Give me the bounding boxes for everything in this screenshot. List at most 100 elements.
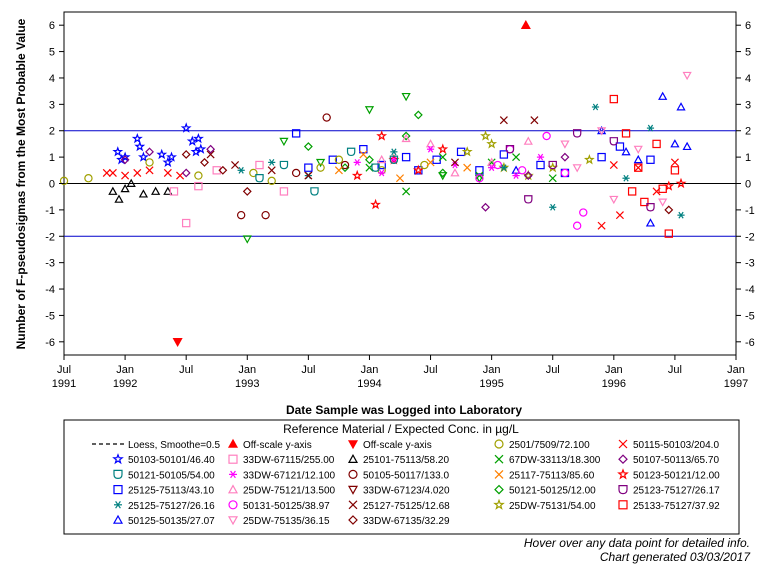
data-point[interactable] [390, 148, 398, 156]
data-point[interactable] [206, 144, 216, 154]
legend-symbol[interactable] [347, 440, 359, 450]
data-point[interactable] [670, 158, 679, 167]
data-point[interactable] [591, 103, 600, 111]
legend-symbol[interactable] [618, 500, 628, 510]
data-point[interactable] [401, 152, 411, 162]
data-point[interactable] [499, 116, 508, 125]
data-point[interactable] [388, 154, 400, 165]
data-point[interactable] [334, 155, 344, 164]
data-point[interactable] [664, 205, 674, 215]
data-point[interactable] [340, 160, 350, 170]
data-point[interactable] [542, 131, 551, 141]
data-point[interactable] [163, 186, 173, 195]
data-point[interactable] [112, 146, 124, 157]
data-point[interactable] [579, 208, 588, 217]
data-point[interactable] [108, 168, 117, 177]
data-point[interactable] [206, 150, 215, 159]
data-point[interactable] [609, 94, 619, 104]
data-point[interactable] [670, 139, 680, 148]
legend-symbol[interactable] [493, 498, 505, 510]
data-point[interactable] [474, 174, 485, 184]
data-point[interactable] [401, 92, 411, 102]
data-point[interactable] [116, 154, 127, 165]
data-point[interactable] [646, 124, 655, 132]
data-point[interactable] [138, 189, 149, 198]
data-point[interactable] [401, 133, 411, 143]
data-point[interactable] [162, 156, 174, 168]
data-point[interactable] [560, 140, 570, 149]
data-point[interactable] [268, 158, 276, 166]
data-point[interactable] [682, 141, 692, 151]
data-point[interactable] [291, 168, 301, 178]
legend-symbol[interactable] [113, 469, 123, 480]
data-point[interactable] [291, 129, 301, 138]
data-point[interactable] [359, 150, 368, 159]
legend-symbol[interactable] [618, 454, 628, 465]
data-point[interactable] [371, 163, 380, 172]
data-point[interactable] [450, 168, 460, 177]
data-point[interactable] [242, 186, 252, 196]
legend-symbol[interactable] [617, 468, 629, 480]
data-point[interactable] [572, 129, 582, 138]
data-point[interactable] [119, 151, 131, 162]
legend-symbol[interactable] [228, 454, 238, 464]
data-point[interactable] [133, 168, 142, 177]
data-point[interactable] [131, 132, 143, 144]
data-point[interactable] [212, 166, 221, 175]
data-point[interactable] [121, 171, 130, 180]
data-point[interactable] [120, 183, 130, 193]
legend-symbol[interactable] [112, 453, 124, 465]
data-point[interactable] [664, 229, 674, 238]
data-point[interactable] [646, 155, 655, 164]
data-point[interactable] [658, 91, 668, 100]
data-point[interactable] [615, 142, 625, 151]
data-point[interactable] [279, 187, 289, 196]
data-point[interactable] [499, 150, 509, 159]
data-point[interactable] [609, 195, 619, 205]
data-point[interactable] [609, 137, 619, 146]
data-point[interactable] [512, 172, 520, 179]
data-point[interactable] [126, 178, 136, 187]
data-point[interactable] [530, 116, 539, 125]
data-point[interactable] [438, 168, 448, 178]
legend-symbol[interactable] [227, 438, 239, 448]
data-point[interactable] [450, 158, 460, 167]
data-point[interactable] [120, 155, 130, 165]
data-point[interactable] [500, 164, 508, 172]
data-point[interactable] [267, 166, 276, 175]
offscale-point[interactable] [172, 338, 183, 348]
legend-symbol[interactable] [227, 516, 239, 526]
legend-symbol[interactable] [114, 501, 122, 509]
data-point[interactable] [621, 129, 631, 138]
data-point[interactable] [401, 131, 411, 141]
legend-symbol[interactable] [494, 439, 504, 449]
data-point[interactable] [315, 158, 326, 168]
data-point[interactable] [200, 157, 209, 167]
data-point[interactable] [583, 154, 595, 165]
data-point[interactable] [359, 145, 368, 154]
legend-symbol[interactable] [229, 470, 237, 479]
data-point[interactable] [438, 172, 448, 181]
data-point[interactable] [645, 218, 656, 227]
data-point[interactable] [412, 164, 424, 175]
legend-symbol[interactable] [618, 485, 628, 495]
data-point[interactable] [261, 210, 270, 220]
data-point[interactable] [486, 138, 498, 149]
data-point[interactable] [340, 163, 350, 173]
data-point[interactable] [480, 130, 491, 141]
data-point[interactable] [475, 174, 484, 183]
data-point[interactable] [487, 157, 497, 166]
data-point[interactable] [370, 198, 381, 210]
data-point[interactable] [156, 148, 168, 160]
data-point[interactable] [195, 143, 207, 154]
data-point[interactable] [682, 71, 692, 81]
data-point[interactable] [627, 187, 637, 196]
data-point[interactable] [536, 153, 545, 161]
data-point[interactable] [438, 153, 447, 162]
legend-symbol[interactable] [348, 500, 358, 510]
data-point[interactable] [609, 161, 618, 170]
data-point[interactable] [255, 174, 264, 183]
data-point[interactable] [249, 168, 258, 178]
data-point[interactable] [597, 152, 606, 162]
legend-symbol[interactable] [348, 469, 358, 479]
